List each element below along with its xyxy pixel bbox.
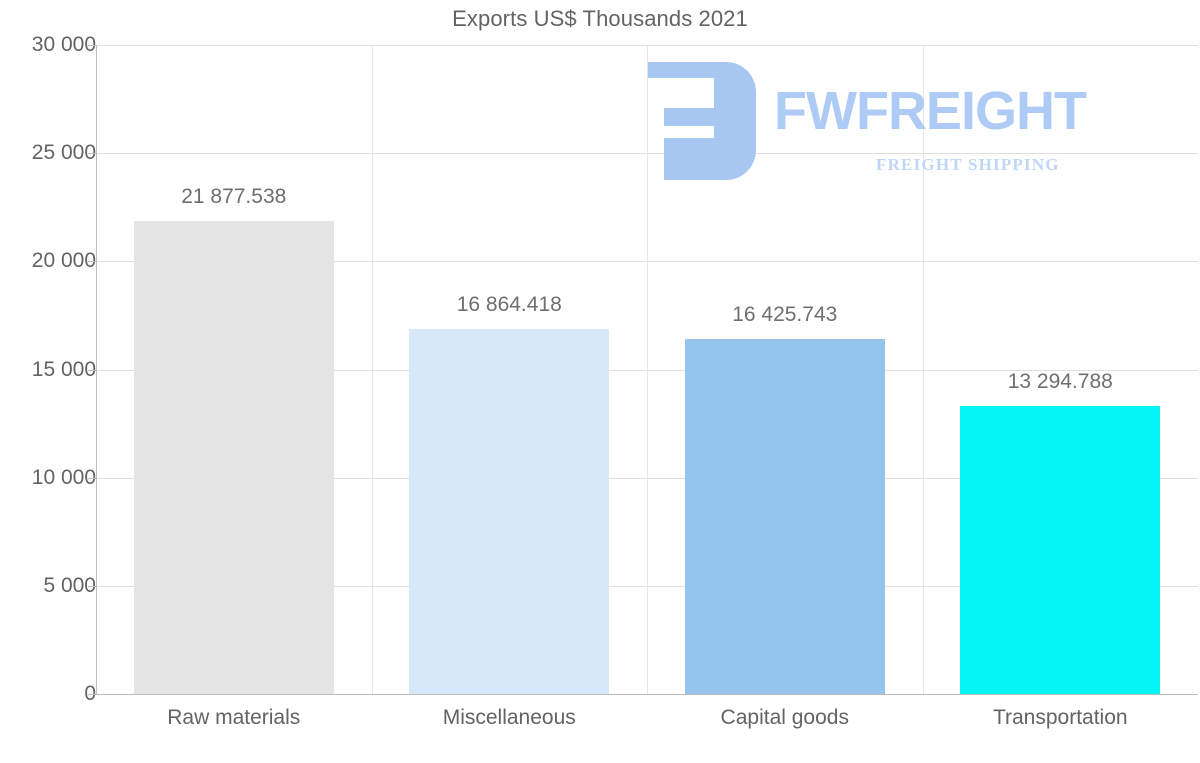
gridline-vertical — [372, 45, 373, 694]
bar[interactable] — [960, 406, 1161, 694]
bar-value-label: 16 425.743 — [732, 302, 838, 326]
bar[interactable] — [684, 338, 885, 694]
y-axis-tick-mark — [88, 477, 96, 479]
bar[interactable] — [133, 220, 334, 694]
y-axis-tick-label: 15 000 — [31, 357, 96, 381]
y-axis-line — [96, 45, 97, 695]
y-axis-tick-label: 10 000 — [31, 465, 96, 489]
x-axis-category-label: Capital goods — [720, 706, 849, 729]
y-axis-tick-mark — [88, 585, 96, 587]
y-axis-tick-label: 20 000 — [31, 249, 96, 273]
x-axis-category-label: Miscellaneous — [442, 706, 576, 729]
bar-value-label: 16 864.418 — [456, 293, 562, 317]
x-axis-category-label: Raw materials — [167, 706, 301, 729]
bar-value-label: 13 294.788 — [1007, 370, 1113, 394]
gridline-vertical — [647, 45, 648, 694]
y-axis-tick-label: 30 000 — [31, 33, 96, 56]
y-axis-tick-label: 0 — [10, 682, 96, 706]
y-axis-tick-mark — [88, 153, 96, 155]
y-axis-tick-label: 5 000 — [43, 573, 96, 597]
gridline-vertical — [923, 45, 924, 694]
bar-value-label: 21 877.538 — [181, 184, 287, 208]
plot-area — [96, 45, 1198, 694]
bar[interactable] — [409, 329, 610, 694]
x-axis-category-label: Transportation — [992, 706, 1128, 729]
x-axis-line — [96, 694, 1198, 695]
y-axis-tick-mark — [88, 694, 96, 695]
y-axis-tick-mark — [88, 261, 96, 263]
chart-title: Exports US$ Thousands 2021 — [452, 6, 748, 31]
y-axis-tick-mark — [88, 45, 96, 46]
y-axis-tick-label: 25 000 — [31, 141, 96, 165]
y-axis-tick-mark — [88, 369, 96, 371]
